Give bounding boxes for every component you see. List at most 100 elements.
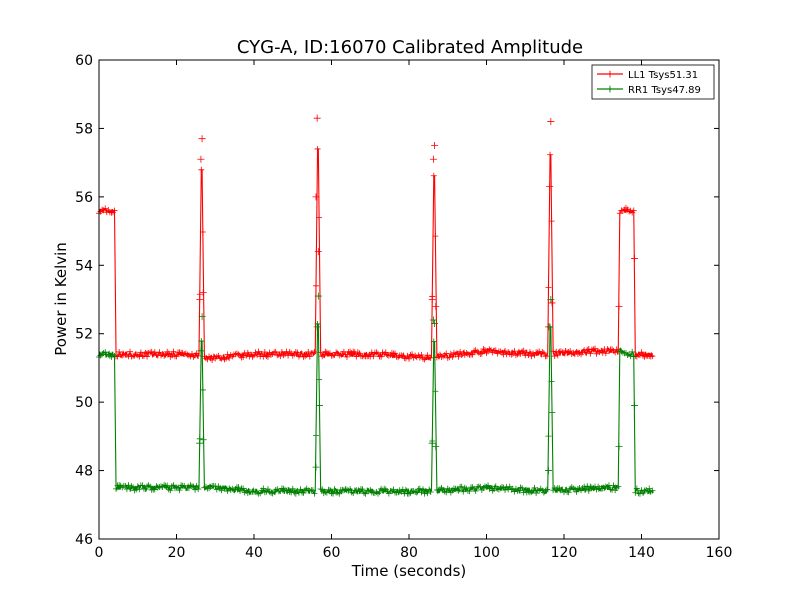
data-point-marker [483, 483, 490, 490]
x-tick-label: 120 [551, 545, 578, 561]
data-point-marker [314, 292, 322, 300]
data-point-marker [165, 350, 172, 357]
data-point-marker [440, 353, 447, 360]
data-point-marker [457, 348, 464, 355]
data-point-marker [289, 352, 296, 359]
data-point-marker [252, 488, 259, 495]
data-point-marker [275, 351, 282, 358]
data-point-marker [254, 489, 261, 496]
data-point-marker [333, 349, 340, 356]
data-point-marker [406, 355, 412, 362]
data-point-marker [161, 482, 168, 489]
data-point-marker [311, 490, 318, 497]
data-point-marker [147, 483, 154, 490]
data-point-marker [437, 486, 443, 493]
data-point-marker [280, 485, 287, 492]
data-point-marker [517, 484, 524, 491]
data-point-marker [469, 351, 476, 358]
data-point-marker [526, 489, 533, 496]
data-point-marker [145, 482, 152, 489]
data-point-marker [313, 282, 319, 289]
data-point-marker [111, 352, 118, 359]
data-point-marker [486, 346, 493, 353]
data-point-marker [444, 485, 451, 492]
data-point-marker [534, 349, 541, 356]
data-point-marker [195, 352, 202, 359]
data-point-marker [392, 350, 399, 357]
data-point-marker [198, 135, 206, 143]
legend: + LL1 Tsys51.31 + RR1 Tsys47.89 [591, 64, 715, 100]
data-point-marker [483, 349, 490, 356]
y-tick-label: 58 [75, 121, 93, 137]
data-point-marker [534, 487, 541, 494]
data-point-marker [553, 486, 560, 493]
data-point-marker [207, 483, 214, 490]
data-point-marker [131, 487, 138, 494]
data-point-marker [345, 349, 352, 356]
data-point-marker [480, 484, 487, 491]
data-point-marker [313, 323, 321, 331]
data-point-marker [190, 353, 197, 360]
series-markers-0 [96, 114, 656, 364]
data-point-marker [312, 193, 320, 201]
data-point-marker [644, 488, 651, 495]
data-point-marker [638, 349, 645, 356]
data-point-marker [585, 487, 592, 494]
data-point-marker [199, 289, 207, 297]
data-point-marker [531, 484, 538, 491]
data-point-marker [311, 348, 318, 355]
data-point-marker [309, 487, 316, 494]
data-point-marker [612, 349, 619, 356]
data-point-marker [269, 490, 276, 497]
data-point-marker [199, 386, 206, 393]
data-point-marker [344, 486, 350, 493]
data-point-marker [419, 486, 426, 493]
data-point-marker [263, 353, 270, 360]
data-point-marker [235, 351, 242, 358]
series-layer [96, 114, 656, 497]
data-point-marker [449, 353, 456, 360]
data-point-marker [547, 151, 554, 158]
data-point-marker [528, 488, 535, 495]
data-point-marker [268, 489, 275, 496]
data-point-marker [257, 490, 264, 497]
data-point-marker [122, 482, 129, 489]
data-point-marker [213, 353, 220, 360]
data-point-marker [300, 353, 307, 360]
data-point-marker [398, 352, 405, 359]
data-point-marker [323, 349, 330, 356]
data-point-marker [636, 490, 643, 497]
data-point-marker [472, 487, 479, 494]
data-point-marker [649, 353, 656, 360]
data-point-marker [610, 482, 617, 489]
data-point-marker [173, 353, 180, 360]
data-point-marker [289, 485, 296, 492]
data-point-marker [315, 402, 323, 410]
data-point-marker [306, 353, 313, 360]
data-point-marker [244, 349, 251, 356]
data-point-marker [274, 352, 281, 359]
y-tick-label: 50 [75, 395, 93, 411]
data-point-marker [260, 485, 267, 492]
data-point-marker [353, 487, 360, 494]
data-point-marker [390, 486, 397, 493]
data-point-marker [474, 348, 481, 355]
data-point-marker [512, 352, 519, 359]
data-point-marker [356, 350, 363, 357]
data-point-marker [198, 338, 205, 345]
data-point-marker [193, 350, 200, 357]
data-point-marker [204, 356, 211, 363]
data-point-marker [540, 350, 547, 357]
data-point-marker [432, 388, 439, 395]
data-point-marker [283, 487, 290, 494]
data-point-marker [223, 355, 230, 362]
data-point-marker [113, 485, 120, 492]
data-point-marker [102, 205, 109, 212]
data-point-marker [348, 489, 355, 496]
data-point-marker [235, 484, 242, 491]
data-point-marker [299, 351, 306, 358]
data-point-marker [543, 486, 550, 493]
data-point-marker [193, 482, 200, 489]
y-axis-label: Power in Kelvin [52, 242, 70, 356]
